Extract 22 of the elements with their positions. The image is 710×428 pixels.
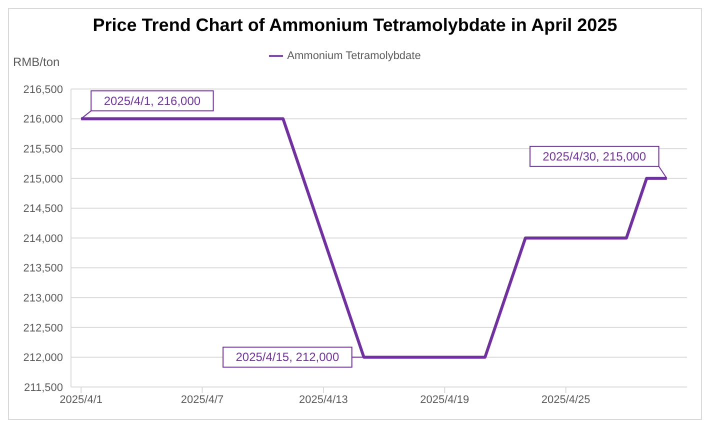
y-tick-label: 211,500 — [24, 382, 63, 394]
y-tick-label: 215,500 — [23, 144, 63, 156]
y-tick-label: 212,000 — [23, 352, 63, 364]
y-tick-label: 215,000 — [23, 173, 63, 186]
annotation: 2025/4/30, 215,000 — [542, 149, 646, 164]
y-tick-label: 213,500 — [23, 262, 63, 275]
chart-title: Price Trend Chart of Ammonium Tetramolybdate in April 2025 — [92, 15, 618, 36]
legend-label: Ammonium Tetramolybdate — [287, 50, 421, 62]
y-tick-label: 213,000 — [23, 292, 63, 305]
annotation: 2025/4/15, 212,000 — [236, 350, 340, 364]
y-tick-label: 212,500 — [23, 322, 63, 334]
annotation: 2025/4/1, 216,000 — [104, 94, 201, 108]
y-tick-label: 214,500 — [23, 203, 63, 216]
y-axis-title: RMB/ton — [13, 55, 60, 69]
y-tick-label: 216,000 — [23, 114, 63, 126]
x-tick-label: 2025/4/25 — [541, 394, 590, 406]
y-tick-label: 216,500 — [23, 84, 63, 96]
x-tick-label: 2025/4/19 — [420, 394, 470, 406]
x-tick-label: 2025/4/7 — [180, 394, 224, 406]
y-tick-label: 214,000 — [23, 232, 63, 245]
x-tick-label: 2025/4/1 — [60, 394, 103, 406]
x-tick-label: 2025/4/13 — [298, 394, 348, 406]
